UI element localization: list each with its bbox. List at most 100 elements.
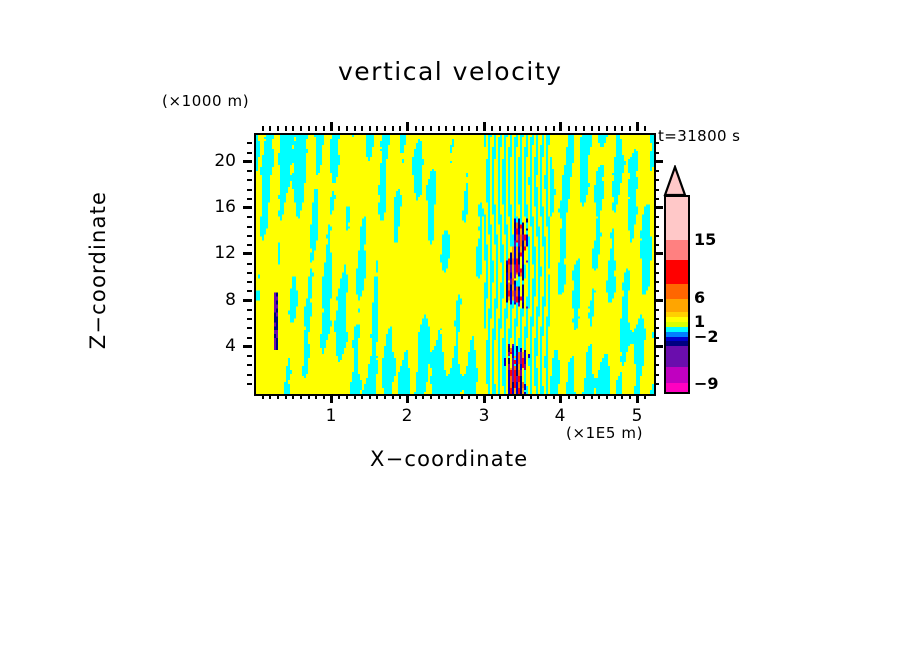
tick-mark [583, 394, 585, 399]
tick-mark [629, 394, 631, 399]
tick-mark [591, 126, 593, 131]
velocity-field-heatmap [256, 135, 654, 394]
tick-mark [654, 383, 659, 385]
tick-mark [545, 394, 547, 399]
tick-mark [644, 394, 646, 399]
tick-mark [399, 394, 401, 399]
tick-mark [575, 126, 577, 131]
tick-mark [654, 318, 659, 320]
tick-mark [483, 122, 486, 131]
tick-mark [507, 126, 509, 131]
tick-mark [369, 394, 371, 399]
tick-mark [415, 394, 417, 399]
tick-mark [243, 345, 252, 348]
tick-mark [514, 394, 516, 399]
tick-mark [300, 394, 302, 399]
tick-mark [591, 394, 593, 399]
tick-mark [369, 126, 371, 131]
tick-mark [384, 126, 386, 131]
colorbar-tick-label: 15 [694, 230, 717, 249]
tick-mark [262, 126, 264, 131]
tick-mark [323, 394, 325, 399]
y-tick-label: 16 [214, 197, 236, 217]
tick-mark [292, 394, 294, 399]
tick-mark [654, 290, 659, 292]
plot-area [254, 133, 656, 396]
tick-mark [247, 170, 252, 172]
tick-mark [247, 198, 252, 200]
tick-mark [476, 126, 478, 131]
tick-mark [654, 374, 659, 376]
colorbar-tick-label: −2 [694, 327, 719, 346]
tick-mark [522, 394, 524, 399]
tick-mark [247, 226, 252, 228]
tick-mark [654, 281, 659, 283]
tick-mark [430, 394, 432, 399]
tick-mark [406, 122, 409, 131]
tick-mark [606, 394, 608, 399]
tick-mark [461, 126, 463, 131]
tick-mark [654, 364, 659, 366]
tick-mark [338, 126, 340, 131]
tick-mark [654, 345, 663, 348]
tick-mark [654, 337, 659, 339]
tick-mark [654, 244, 659, 246]
tick-mark [654, 189, 659, 191]
tick-mark [654, 226, 659, 228]
tick-mark [247, 189, 252, 191]
colorbar-tick-label: 6 [694, 288, 706, 307]
tick-mark [636, 122, 639, 131]
tick-mark [476, 394, 478, 399]
tick-mark [654, 216, 659, 218]
tick-mark [247, 281, 252, 283]
tick-mark [461, 394, 463, 399]
tick-mark [277, 126, 279, 131]
tick-mark [629, 126, 631, 131]
tick-mark [330, 394, 333, 403]
tick-mark [346, 126, 348, 131]
x-tick-label: 3 [478, 406, 490, 426]
tick-mark [445, 394, 447, 399]
tick-mark [654, 263, 659, 265]
colorbar-band [666, 240, 688, 261]
tick-mark [422, 394, 424, 399]
colorbar [664, 195, 690, 394]
tick-mark [530, 394, 532, 399]
tick-mark [514, 126, 516, 131]
tick-mark [247, 355, 252, 357]
y-tick-label: 20 [214, 151, 236, 171]
tick-mark [654, 179, 659, 181]
tick-mark [247, 244, 252, 246]
tick-mark [277, 394, 279, 399]
x-axis-unit-label: (×1E5 m) [566, 424, 644, 442]
tick-mark [537, 126, 539, 131]
tick-mark [247, 318, 252, 320]
colorbar-band [666, 284, 688, 300]
colorbar-band [666, 346, 688, 368]
tick-mark [654, 355, 659, 357]
tick-mark [453, 126, 455, 131]
colorbar-band [666, 383, 688, 392]
tick-mark [361, 126, 363, 131]
tick-mark [654, 272, 659, 274]
tick-mark [654, 299, 663, 302]
tick-mark [308, 394, 310, 399]
tick-mark [614, 126, 616, 131]
tick-mark [247, 309, 252, 311]
tick-mark [243, 299, 252, 302]
tick-mark [621, 394, 623, 399]
tick-mark [392, 394, 394, 399]
tick-mark [483, 394, 486, 403]
tick-mark [247, 383, 252, 385]
tick-mark [522, 126, 524, 131]
tick-mark [530, 126, 532, 131]
tick-mark [292, 126, 294, 131]
tick-mark [247, 263, 252, 265]
tick-mark [491, 394, 493, 399]
tick-mark [654, 235, 659, 237]
y-axis-title: Z−coordinate [86, 190, 110, 350]
tick-mark [491, 126, 493, 131]
x-tick-label: 2 [401, 406, 413, 426]
colorbar-arrow-icon [663, 165, 687, 197]
